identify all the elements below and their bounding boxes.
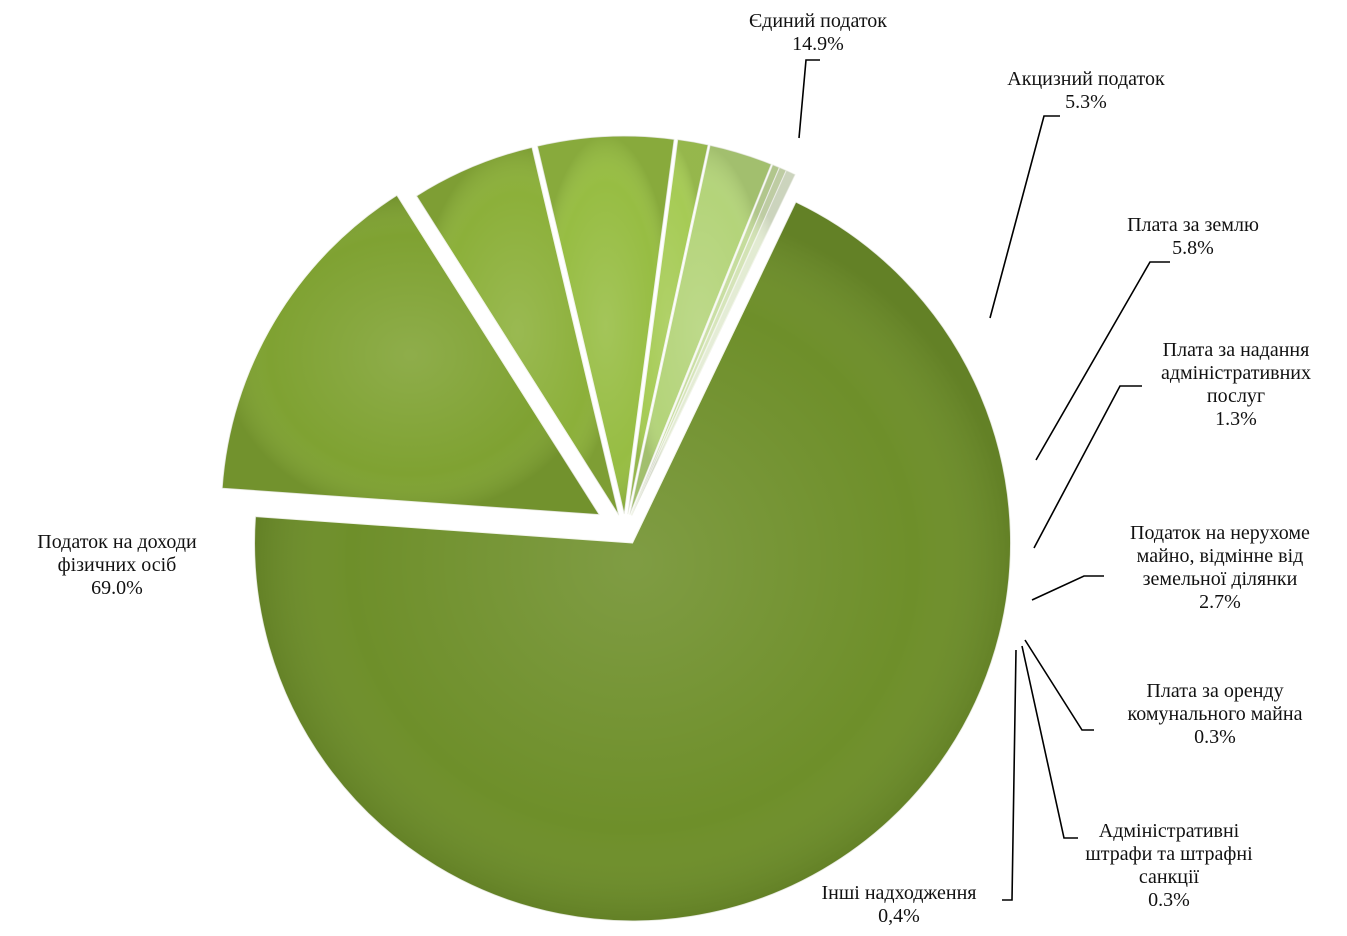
data-label-name: фізичних осіб bbox=[57, 554, 177, 576]
data-label-name: майно, відмінне від bbox=[1136, 545, 1304, 567]
leader-line bbox=[798, 59, 820, 139]
data-label: Акцизний податок 5.3% bbox=[936, 68, 1236, 114]
leader-line bbox=[1033, 385, 1142, 549]
data-label: Адміністративні штрафи та штрафні санкції 0… bbox=[1019, 820, 1319, 912]
data-label-name: комунального майна bbox=[1127, 703, 1303, 725]
data-label-value: 5.3% bbox=[1065, 91, 1107, 113]
pie-slice-shading bbox=[629, 145, 772, 515]
data-label-value: 14.9% bbox=[792, 33, 844, 55]
data-label: Єдиний податок 14.9% bbox=[668, 10, 968, 56]
data-label-name: Плата за оренду bbox=[1146, 680, 1284, 702]
data-label-name: Податок на нерухоме bbox=[1130, 522, 1310, 544]
pie-slice-shading bbox=[631, 167, 787, 516]
pie-slice-shading bbox=[416, 147, 619, 516]
pie-slice-shading bbox=[254, 202, 1011, 921]
data-label-name: Акцизний податок bbox=[1007, 68, 1165, 90]
data-label-value: 5.8% bbox=[1172, 237, 1214, 259]
data-label-name: Податок на доходи bbox=[37, 531, 197, 553]
data-label-name: штрафи та штрафні bbox=[1085, 843, 1253, 865]
data-label-value: 1.3% bbox=[1215, 408, 1257, 430]
data-label-value: 0.3% bbox=[1194, 726, 1236, 748]
data-label: Плата за землю 5.8% bbox=[1043, 214, 1343, 260]
leader-line bbox=[1035, 261, 1170, 461]
data-label-value: 2.7% bbox=[1199, 591, 1241, 613]
pie-slice-shading bbox=[627, 139, 709, 515]
data-label-name: Інші надходження bbox=[821, 882, 977, 904]
pie-slice-shading bbox=[631, 170, 796, 516]
data-label-name: Єдиний податок bbox=[748, 10, 888, 32]
data-label-name: адміністративних bbox=[1160, 362, 1312, 384]
leader-line bbox=[989, 115, 1060, 319]
data-label-name: санкції bbox=[1138, 866, 1200, 888]
data-label: Податок на нерухоме майно, відмінне від зе… bbox=[1070, 522, 1347, 614]
data-label-name: Плата за надання bbox=[1162, 339, 1310, 361]
data-label-value: 69.0% bbox=[91, 577, 143, 599]
data-label: Інші надходження 0,4% bbox=[749, 882, 1049, 928]
data-label-name: Плата за землю bbox=[1127, 214, 1259, 236]
pie-slice-shading bbox=[537, 136, 675, 515]
pie-slice-shading bbox=[631, 164, 780, 516]
data-label-value: 0.3% bbox=[1148, 889, 1190, 911]
leader-line bbox=[1002, 649, 1017, 901]
data-label-name: Адміністративні bbox=[1098, 820, 1240, 842]
data-label-name: земельної ділянки bbox=[1142, 568, 1298, 590]
leader-line bbox=[1024, 639, 1094, 731]
leader-line bbox=[1021, 645, 1078, 839]
leader-line bbox=[1031, 575, 1104, 601]
data-label-value: 0,4% bbox=[878, 905, 920, 927]
data-label-name: послуг bbox=[1206, 385, 1266, 407]
data-label: Плата за надання адміністративних послуг 1.… bbox=[1086, 339, 1347, 431]
data-label: Податок на доходи фізичних осіб 69.0% bbox=[0, 531, 267, 600]
data-label: Плата за оренду комунального майна 0.3% bbox=[1065, 680, 1347, 749]
pie-slice-shading bbox=[222, 195, 600, 515]
